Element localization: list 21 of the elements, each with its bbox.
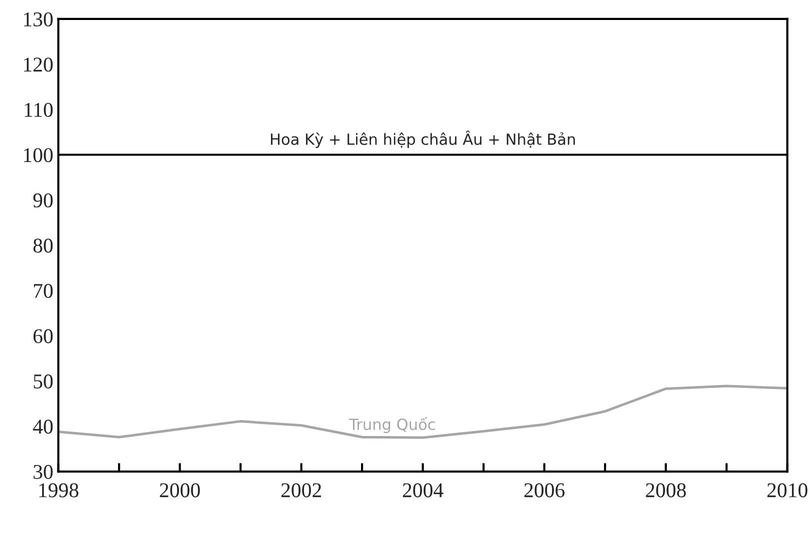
ref-line-label: Hoa Kỳ + Liên hiệp châu Âu + Nhật Bản bbox=[270, 130, 575, 148]
x-tick-label: 2010 bbox=[767, 483, 808, 498]
y-tick-label: 80 bbox=[33, 238, 53, 253]
x-tick-label: 2004 bbox=[402, 483, 444, 498]
y-tick-label: 130 bbox=[24, 12, 53, 26]
x-tick-label: 2008 bbox=[646, 483, 686, 498]
y-tick-label: 50 bbox=[34, 374, 53, 388]
x-tick-label: 2002 bbox=[281, 483, 322, 498]
x-tick-label: 2006 bbox=[524, 483, 565, 498]
line-series bbox=[58, 384, 788, 439]
y-tick-label: 60 bbox=[34, 329, 53, 344]
y-tick-label: 40 bbox=[33, 420, 53, 434]
y-tick-label: 90 bbox=[33, 193, 53, 208]
x-tick-label: 2000 bbox=[160, 483, 200, 498]
series-label: Trung Quốc bbox=[349, 416, 435, 434]
y-tick-label: 30 bbox=[34, 464, 53, 479]
y-tick-label: 120 bbox=[24, 58, 53, 72]
y-tick-label: 70 bbox=[34, 284, 53, 298]
y-tick-label: 110 bbox=[24, 102, 53, 117]
y-tick-label: 100 bbox=[24, 148, 53, 162]
x-tick-label: 1998 bbox=[39, 483, 78, 498]
